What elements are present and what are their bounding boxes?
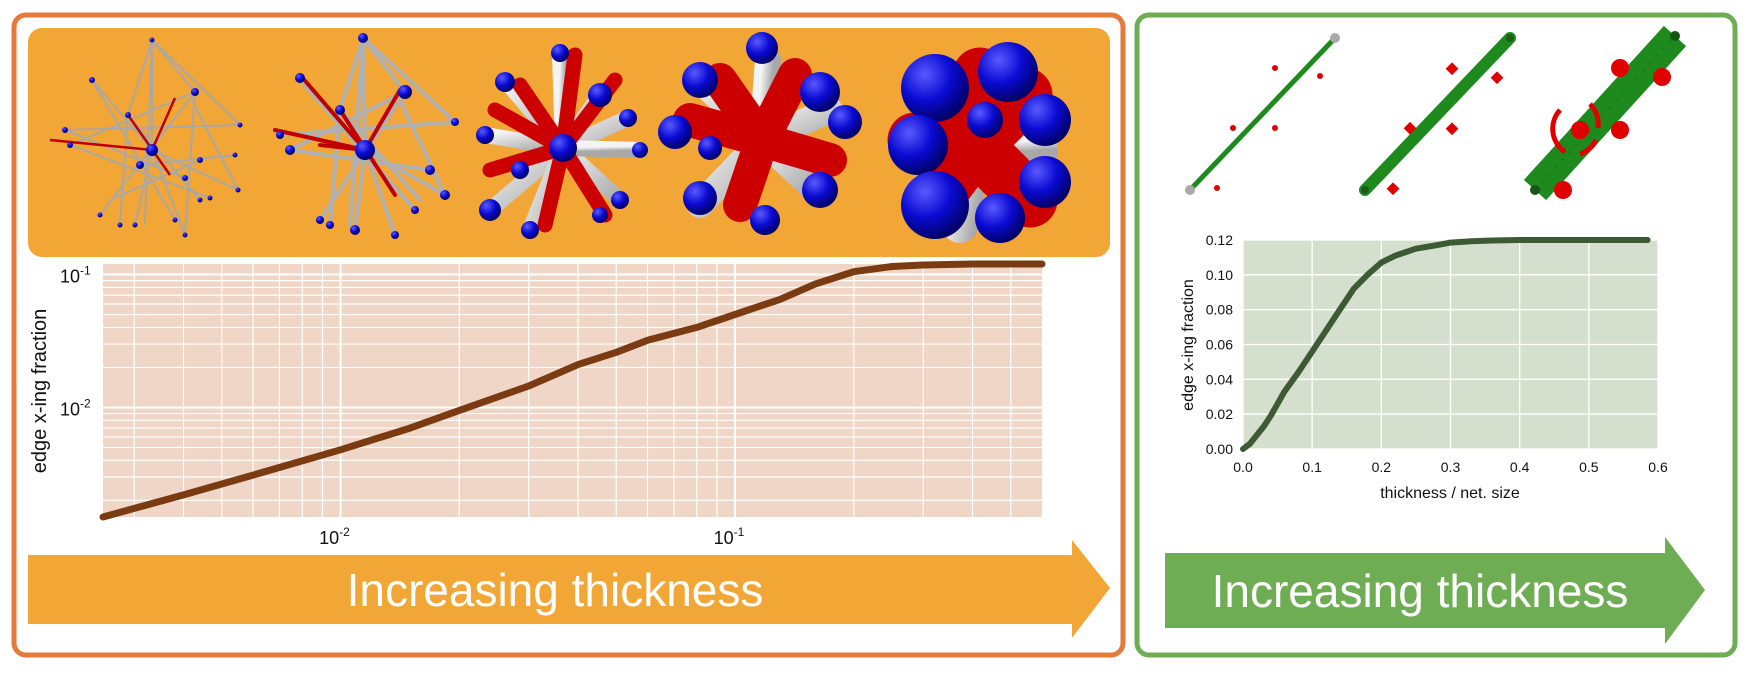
- network-thin-illustration: [49, 37, 243, 238]
- left-arrow-label: Increasing thickness: [347, 564, 764, 616]
- right-x-tick-label: 0.6: [1648, 459, 1668, 475]
- right-x-tick-label: 0.4: [1510, 459, 1530, 475]
- right-x-tick-label: 0.0: [1233, 459, 1253, 475]
- right-y-tick-label: 0.10: [1206, 267, 1233, 283]
- network-thick-illustration: [476, 44, 648, 239]
- network-thickest-illustration: [887, 42, 1071, 243]
- right-thickness-arrow: [1165, 537, 1705, 644]
- left-thickness-arrow: [28, 540, 1110, 638]
- right-y-tick-label: 0.04: [1206, 371, 1233, 387]
- right-x-tick-label: 0.1: [1302, 459, 1322, 475]
- left-series-line: [99, 260, 1046, 521]
- right-x-axis-label: thickness / net. size: [1380, 485, 1520, 502]
- rod-thick-illustration: [1523, 25, 1687, 201]
- network-thicker-illustration: [658, 32, 862, 235]
- right-y-tick-label: 0.12: [1206, 232, 1233, 248]
- right-series-line: [1240, 237, 1651, 452]
- network-medium-illustration: [273, 33, 459, 239]
- left-plot-gridlines: [103, 264, 1042, 517]
- right-y-tick-label: 0.02: [1206, 406, 1233, 422]
- left-plot-series: [99, 260, 1046, 521]
- right-plot-gridlines: [1242, 239, 1659, 450]
- right-plot-series: [1240, 237, 1651, 452]
- right-x-tick-label: 0.5: [1579, 459, 1599, 475]
- right-x-ticks: 0.0 0.1 0.2 0.3 0.4 0.5 0.6: [1233, 459, 1668, 475]
- rod-thin-illustration: [1185, 33, 1340, 195]
- right-y-tick-label: 0.08: [1206, 302, 1233, 318]
- right-x-tick-label: 0.2: [1372, 459, 1392, 475]
- right-y-ticks: 0.00 0.02 0.04 0.06 0.08 0.10 0.12: [1206, 232, 1233, 457]
- right-x-tick-label: 0.3: [1441, 459, 1461, 475]
- right-arrow-label: Increasing thickness: [1212, 565, 1629, 617]
- right-y-tick-label: 0.06: [1206, 337, 1233, 353]
- right-y-axis-label: edge x-ing fraction: [1180, 279, 1197, 411]
- right-y-tick-label: 0.00: [1206, 441, 1233, 457]
- left-y-axis-label: edge x-ing fraction: [29, 309, 51, 474]
